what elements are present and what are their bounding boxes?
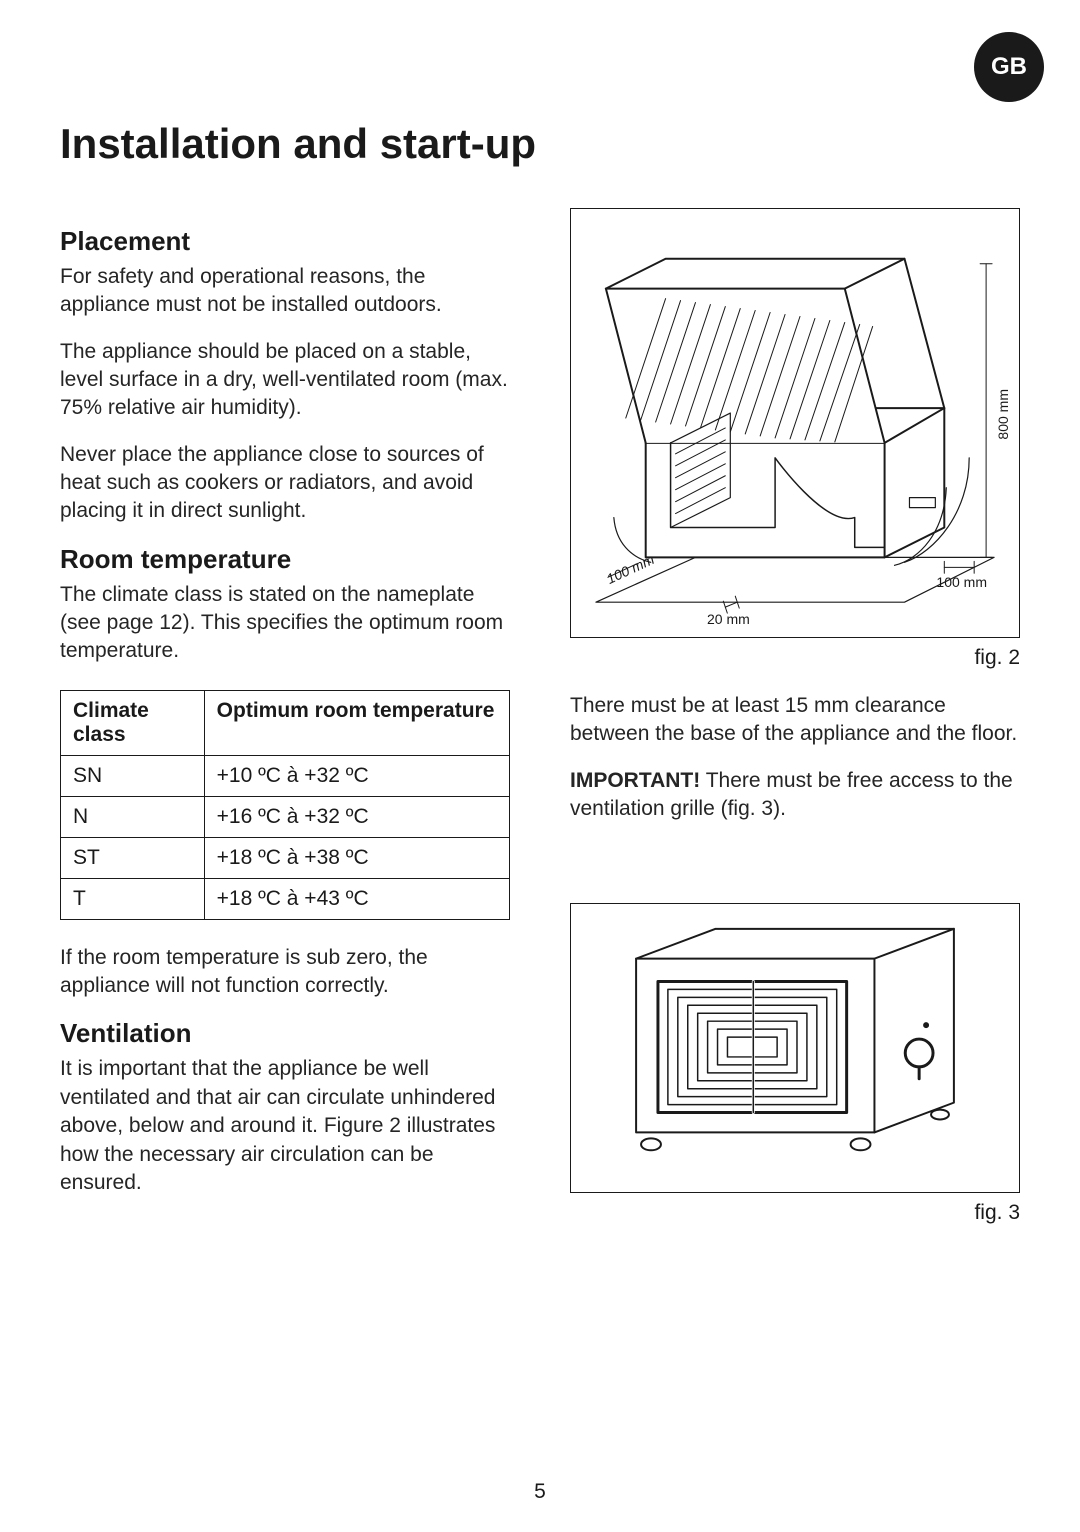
table-row: T +18 ºC à +43 ºC [61,878,510,919]
ventilation-p1: It is important that the appliance be we… [60,1055,510,1197]
page-title: Installation and start-up [60,120,1020,168]
cell: +18 ºC à +38 ºC [204,837,509,878]
fig2-caption: fig. 2 [570,646,1020,670]
table-row: SN +10 ºC à +32 ºC [61,755,510,796]
content-columns: Placement For safety and operational rea… [60,208,1020,1247]
grille-diagram-icon [571,904,1019,1192]
table-row: ST +18 ºC à +38 ºC [61,837,510,878]
dim-right: 100 mm [936,574,987,590]
table-header-row: Climate class Optimum room temperature [61,690,510,755]
fig3-caption: fig. 3 [570,1201,1020,1225]
language-badge: GB [974,32,1044,102]
climate-table: Climate class Optimum room temperature S… [60,690,510,920]
cell: N [61,796,205,837]
placement-p1: For safety and operational reasons, the … [60,263,510,320]
cell: +18 ºC à +43 ºC [204,878,509,919]
room-temp-p1: The climate class is stated on the namep… [60,581,510,666]
important-label: IMPORTANT! [570,769,700,792]
cell: ST [61,837,205,878]
figure-2: 100 mm 100 mm 800 mm 20 mm [570,208,1020,638]
cell: +16 ºC à +32 ºC [204,796,509,837]
table-row: N +16 ºC à +32 ºC [61,796,510,837]
room-temp-p2: If the room temperature is sub zero, the… [60,944,510,1001]
cell: SN [61,755,205,796]
th-climate: Climate class [61,690,205,755]
placement-p3: Never place the appliance close to sourc… [60,441,510,526]
page-number: 5 [0,1480,1080,1504]
dim-bottom: 20 mm [707,611,750,627]
ventilation-heading: Ventilation [60,1018,510,1049]
important-text: IMPORTANT! There must be free access to … [570,767,1020,824]
placement-heading: Placement [60,226,510,257]
dim-height: 800 mm [995,389,1011,440]
clearance-text: There must be at least 15 mm clearance b… [570,692,1020,749]
left-column: Placement For safety and operational rea… [60,208,510,1247]
room-temp-heading: Room temperature [60,544,510,575]
th-optimum: Optimum room temperature [204,690,509,755]
cell: +10 ºC à +32 ºC [204,755,509,796]
cell: T [61,878,205,919]
figure-3 [570,903,1020,1193]
placement-p2: The appliance should be placed on a stab… [60,338,510,423]
right-column: 100 mm 100 mm 800 mm 20 mm fig. 2 There … [570,208,1020,1247]
